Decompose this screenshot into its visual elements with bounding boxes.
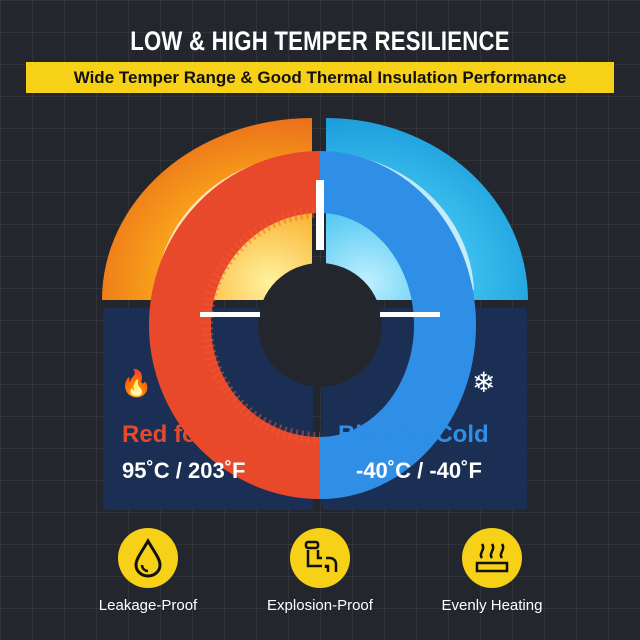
pipe-coil [149,151,476,499]
water-drop-icon [118,528,178,588]
heating-icon [462,528,522,588]
subtitle-banner: Wide Temper Range & Good Thermal Insulat… [26,62,614,93]
pipe-burst-icon [290,528,350,588]
snowflake-icon: ❄ [472,367,496,398]
hot-temperature: 95˚C / 203˚F [122,458,246,483]
hot-label: Red for Hot [122,421,253,448]
cold-temperature: -40˚C / -40˚F [356,458,482,483]
page-title: LOW & HIGH TEMPER RESILIENCE [130,26,510,56]
feature-label: Evenly Heating [441,597,543,614]
cold-label: Blue for Cold [338,421,489,448]
flame-icon: 🔥 [120,368,153,398]
feature-label: Explosion-Proof [267,597,373,614]
feature-label: Leakage-Proof [98,597,198,614]
